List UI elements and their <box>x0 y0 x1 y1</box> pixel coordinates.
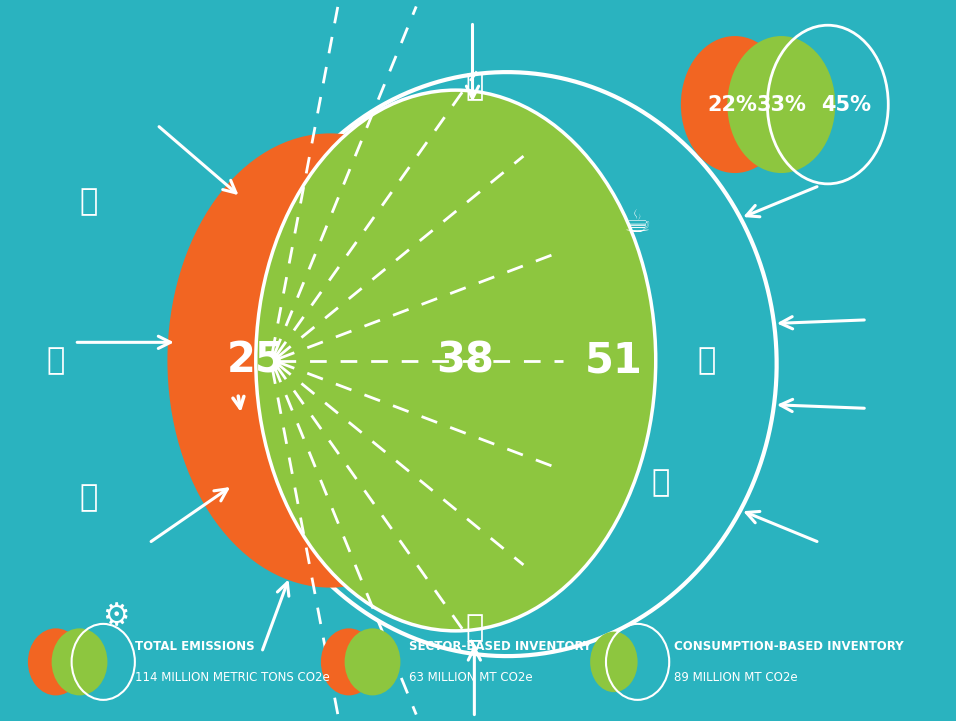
Ellipse shape <box>590 632 638 692</box>
Ellipse shape <box>52 628 107 695</box>
Text: 🐷: 🐷 <box>651 469 669 497</box>
Text: 33%: 33% <box>756 94 806 115</box>
Ellipse shape <box>167 133 493 588</box>
Text: 114 MILLION METRIC TONS CO2e: 114 MILLION METRIC TONS CO2e <box>135 671 330 684</box>
Text: 63 MILLION MT CO2e: 63 MILLION MT CO2e <box>409 671 532 684</box>
Ellipse shape <box>681 36 789 173</box>
Text: 22%: 22% <box>707 94 757 115</box>
Text: 89 MILLION MT CO2e: 89 MILLION MT CO2e <box>674 671 798 684</box>
Ellipse shape <box>321 628 377 695</box>
Text: 🏭: 🏭 <box>698 346 716 375</box>
Ellipse shape <box>344 628 401 695</box>
Ellipse shape <box>28 628 84 695</box>
Text: 📱: 📱 <box>79 483 98 512</box>
Text: 🚛: 🚛 <box>47 346 65 375</box>
Text: ☕: ☕ <box>623 209 651 238</box>
Text: CONSUMPTION-BASED INVENTORY: CONSUMPTION-BASED INVENTORY <box>674 640 904 653</box>
Text: 38: 38 <box>436 340 494 381</box>
Text: 51: 51 <box>585 340 642 381</box>
Ellipse shape <box>728 36 836 173</box>
Text: TOTAL EMISSIONS: TOTAL EMISSIONS <box>135 640 254 653</box>
Text: SECTOR-BASED INVENTORY: SECTOR-BASED INVENTORY <box>409 640 592 653</box>
Ellipse shape <box>256 90 656 631</box>
Text: 25: 25 <box>227 340 285 381</box>
Text: ⚙: ⚙ <box>102 602 130 631</box>
Text: 45%: 45% <box>821 94 872 115</box>
Text: 🎁: 🎁 <box>466 613 484 642</box>
Text: 🌾: 🌾 <box>79 187 98 216</box>
Text: 🪑: 🪑 <box>466 72 484 101</box>
